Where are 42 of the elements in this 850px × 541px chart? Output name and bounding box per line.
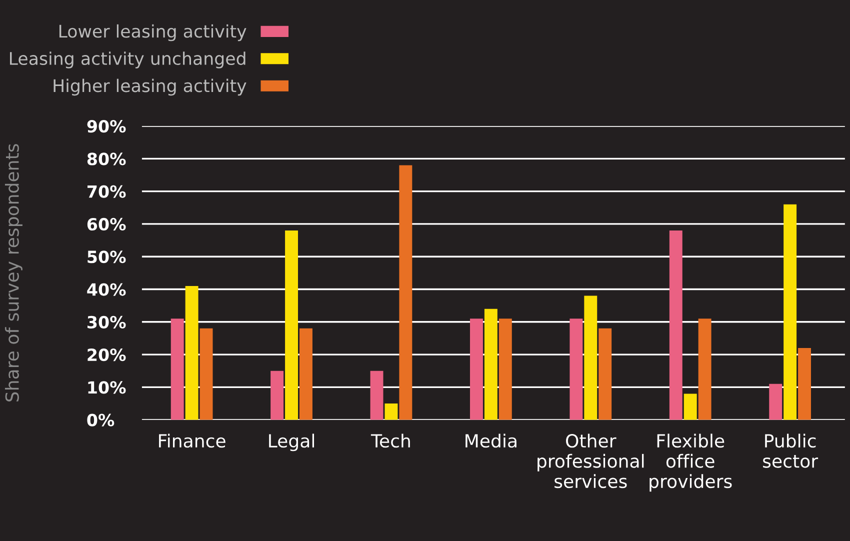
- y-tick-label: 20%: [88, 348, 126, 362]
- x-tick-label: Public sector: [763, 434, 818, 468]
- x-tick-label: Tech: [370, 434, 410, 448]
- bar: [584, 296, 598, 420]
- y-tick-label: 30%: [88, 316, 126, 328]
- x-tick-label: Other professional services: [538, 434, 644, 488]
- legend-label: Higher leasing activity: [54, 78, 246, 96]
- bar: [370, 370, 384, 420]
- y-axis-title: Share of survey respondents: [4, 144, 22, 402]
- y-tick-label: 0%: [87, 414, 114, 426]
- bar: [299, 328, 312, 420]
- bar: [170, 318, 184, 420]
- bar: [798, 348, 811, 420]
- y-tick-label: 40%: [87, 283, 126, 296]
- y-tick-label: 90%: [87, 120, 126, 133]
- x-tick-label: Finance: [159, 434, 226, 448]
- y-tick-label: 10%: [88, 381, 126, 394]
- bar: [270, 370, 284, 420]
- bar: [470, 318, 483, 420]
- bar: [399, 165, 412, 420]
- x-tick-label: Legal: [269, 434, 314, 452]
- bar: [598, 328, 612, 420]
- bar: [769, 384, 782, 420]
- bar: [698, 318, 712, 420]
- legend-label: Leasing activity unchanged: [10, 52, 246, 68]
- y-tick-label: 50%: [88, 250, 126, 264]
- bar: [570, 318, 583, 420]
- bar: [384, 403, 398, 420]
- bar: [200, 328, 213, 420]
- bar: [784, 204, 797, 420]
- bar: [684, 394, 697, 420]
- x-tick-label: Media: [466, 434, 516, 448]
- x-tick-label: Flexible office providers: [650, 434, 732, 492]
- bar: [498, 318, 512, 420]
- bar: [185, 286, 198, 420]
- bar: [285, 230, 298, 420]
- y-tick-label: 80%: [87, 152, 126, 166]
- bar: [484, 308, 498, 420]
- bar: [669, 230, 682, 420]
- y-tick-label: 70%: [88, 185, 126, 198]
- legend-label: Lower leasing activity: [59, 24, 246, 42]
- y-tick-label: 60%: [87, 218, 126, 231]
